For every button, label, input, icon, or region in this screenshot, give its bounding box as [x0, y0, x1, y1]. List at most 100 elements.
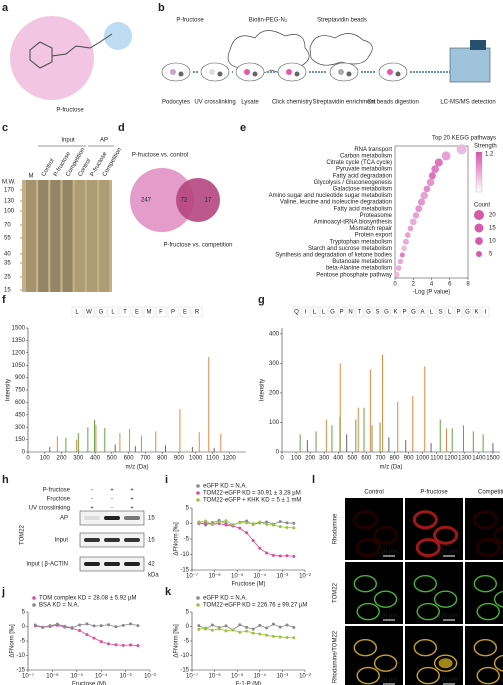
point	[265, 551, 269, 555]
point	[48, 624, 52, 628]
legend-marker	[32, 603, 36, 607]
point	[129, 622, 133, 626]
panel-letter: e	[240, 122, 246, 134]
y-axis-label: Intensity	[6, 379, 12, 401]
x-tick-label: 10⁻²	[144, 674, 156, 680]
scale-bar-label: 10 µm	[381, 678, 398, 684]
legend-label: TOM22-eGFP KD = 30.91 ± 3.28 µM	[203, 491, 301, 497]
residue-box	[445, 306, 454, 318]
mw-label: 35	[4, 261, 11, 267]
legend-label: eGFP KD = N.A.	[203, 596, 247, 602]
point	[278, 635, 282, 639]
protein-icon	[170, 69, 176, 75]
y-tick-label: 0	[186, 521, 190, 527]
sequence-letter: G	[330, 310, 335, 316]
mw-label: 55	[4, 236, 11, 242]
scale-bar-label: 10 µm	[501, 550, 503, 556]
y-category-label: Butanoate metabolism	[332, 259, 392, 265]
x-tick-label: 10⁻⁷	[22, 673, 34, 680]
point	[271, 553, 275, 557]
band	[84, 538, 100, 542]
residue-box	[328, 306, 337, 318]
scale-bar-label: 10 µm	[441, 550, 458, 556]
x-tick-label: 0	[26, 456, 30, 462]
dot	[423, 185, 431, 193]
x-tick-label: 10⁻⁵	[231, 573, 244, 580]
residue-box	[155, 306, 167, 318]
point	[197, 624, 201, 628]
sequence-letter: I	[485, 310, 487, 316]
axes	[191, 508, 305, 571]
x-tick-label: 1500	[486, 456, 500, 462]
residue-box	[310, 306, 319, 318]
sequence-letter: T	[358, 310, 362, 316]
axes	[27, 328, 246, 453]
y-category-label: Proteasome	[360, 213, 393, 219]
row-label: AP	[60, 516, 68, 522]
dot	[397, 258, 404, 265]
y-tick-label: 1500	[12, 326, 26, 332]
cell	[476, 666, 500, 685]
y-tick-label: 1350	[12, 338, 26, 344]
point	[271, 622, 275, 626]
step-label: Click chemistry	[272, 100, 312, 106]
panel-letter: f	[2, 294, 6, 306]
lane	[74, 180, 85, 292]
sign: +	[130, 506, 134, 512]
point	[292, 521, 296, 525]
x-axis-label: Fructose (M)	[72, 682, 106, 685]
micrograph	[405, 626, 463, 685]
point	[251, 522, 255, 526]
cell	[352, 510, 378, 530]
protein-icon	[252, 71, 258, 77]
dot	[417, 198, 426, 206]
y-tick-label: -15	[16, 668, 25, 674]
sequence-letter: G	[411, 310, 416, 316]
legend-label: TOM22-eGFP KD = 226.76 ± 99.27 µM	[203, 603, 307, 609]
x-tick-label: 8	[466, 282, 470, 288]
point	[258, 632, 262, 636]
x-tick-label: 10⁻³	[120, 674, 132, 680]
chart-title: Top 20 KEGG pathways	[432, 136, 496, 142]
cell	[413, 639, 437, 657]
cell	[373, 525, 399, 545]
y-category-label: Pentose phosphate pathway	[316, 272, 392, 278]
band	[104, 562, 120, 566]
mw-label: 170	[4, 188, 15, 194]
x-tick-label: 200	[57, 456, 68, 462]
condition-label: UV crosslinking	[29, 506, 70, 512]
residue-box	[373, 306, 382, 318]
x-tick-label: 100	[291, 456, 302, 462]
sequence-letter: L	[111, 310, 115, 316]
legend-marker	[196, 596, 200, 600]
sequence-letter: G	[465, 310, 470, 316]
lane	[99, 180, 110, 292]
column-label: Control	[364, 490, 383, 496]
y-tick-label: 150	[15, 437, 26, 443]
point	[245, 629, 249, 633]
x-tick-label: 0	[280, 456, 284, 462]
sequence-letter: F	[159, 310, 163, 316]
point	[121, 643, 125, 647]
point	[245, 521, 249, 525]
x-tick-label: 4	[430, 282, 434, 288]
protein-icon	[244, 69, 250, 75]
point	[292, 625, 296, 629]
residue-box	[179, 306, 191, 318]
residue-box	[436, 306, 445, 318]
x-tick-label: 400	[333, 456, 344, 462]
cell	[373, 590, 398, 608]
x-tick-label: 1000	[416, 456, 430, 462]
x-tick-label: 1100	[430, 456, 444, 462]
cell	[493, 654, 503, 672]
residue-box	[292, 306, 301, 318]
point	[265, 522, 269, 526]
y-tick-label: 0	[276, 450, 280, 456]
marker-label: M	[29, 174, 34, 180]
sequence-letter: R	[195, 310, 200, 316]
sequence-letter: L	[313, 310, 317, 316]
residue-box	[107, 306, 119, 318]
point	[85, 622, 89, 626]
dot	[415, 205, 423, 213]
